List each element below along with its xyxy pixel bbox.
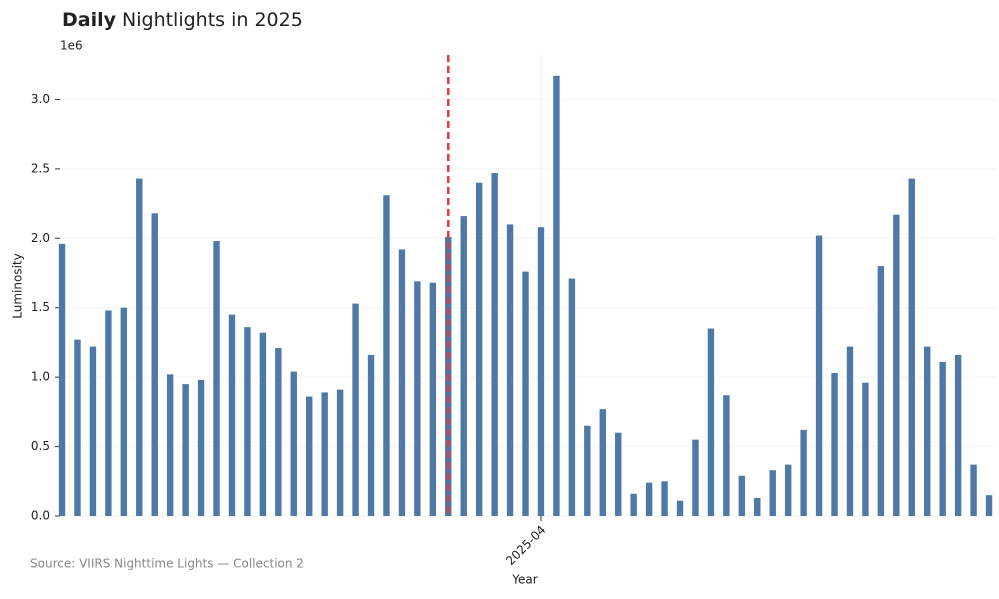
bar xyxy=(522,271,529,516)
bar xyxy=(228,314,236,516)
bar xyxy=(568,278,576,516)
y-tick-label: 2.0 xyxy=(31,231,50,245)
bar xyxy=(120,307,128,516)
bar xyxy=(645,482,653,516)
bar xyxy=(398,249,406,516)
bar xyxy=(908,178,915,516)
bar xyxy=(244,327,251,516)
y-tick-label: 0.5 xyxy=(31,439,50,453)
bar xyxy=(599,409,606,516)
source-note: Source: VIIRS Nighttime Lights — Collect… xyxy=(30,557,304,571)
bar xyxy=(862,382,869,516)
bar xyxy=(939,361,946,516)
bar xyxy=(738,475,746,516)
bar xyxy=(213,241,220,516)
bar xyxy=(846,346,854,516)
bar xyxy=(784,464,792,516)
y-axis-label: Luminosity xyxy=(11,253,25,318)
bar xyxy=(692,439,699,516)
bar xyxy=(290,371,297,516)
bar xyxy=(460,216,467,516)
chart-title: Daily Nightlights in 2025 xyxy=(62,9,303,31)
bar xyxy=(166,374,174,516)
bar xyxy=(475,182,483,516)
bar xyxy=(151,213,158,517)
bar xyxy=(105,310,112,516)
y-tick-label: 3.0 xyxy=(31,92,50,106)
bar xyxy=(707,328,715,516)
bar xyxy=(584,425,591,516)
bar xyxy=(954,354,962,516)
bar xyxy=(383,195,390,517)
bar xyxy=(615,432,622,516)
bar xyxy=(321,392,328,516)
bar xyxy=(89,346,97,516)
bar xyxy=(74,339,81,516)
bar xyxy=(367,354,375,516)
y-tick-label: 1.5 xyxy=(31,300,50,314)
bar xyxy=(985,495,993,516)
bar xyxy=(336,389,344,516)
bar xyxy=(58,243,66,516)
bar xyxy=(506,224,514,516)
bar xyxy=(197,379,205,516)
bar xyxy=(306,396,313,516)
bar xyxy=(754,497,761,516)
bar xyxy=(800,429,807,516)
bar xyxy=(182,384,189,516)
bar xyxy=(429,282,437,516)
bar xyxy=(537,227,545,516)
bar xyxy=(414,281,421,516)
bar xyxy=(630,493,637,516)
title-text: Nightlights in 2025 xyxy=(122,9,303,31)
x-axis-label: Year xyxy=(511,573,537,587)
x-tick-label: 2025-04 xyxy=(503,523,548,568)
bar xyxy=(970,464,977,516)
bar xyxy=(815,235,823,516)
y-scale-label: 1e6 xyxy=(60,39,83,53)
bar xyxy=(769,470,776,516)
title-emphasis: Daily xyxy=(62,9,117,31)
bar xyxy=(676,500,684,516)
y-tick-label: 2.5 xyxy=(31,161,50,175)
bar xyxy=(275,347,282,516)
bar xyxy=(924,346,931,516)
bar xyxy=(136,178,143,516)
bar xyxy=(661,481,668,516)
bar xyxy=(723,395,730,516)
bar xyxy=(352,303,359,516)
bar xyxy=(877,266,885,516)
y-tick-label: 0.0 xyxy=(31,509,50,523)
bar xyxy=(831,372,838,516)
bar xyxy=(893,214,900,517)
bar xyxy=(553,75,560,517)
y-tick-label: 1.0 xyxy=(31,370,50,384)
bar xyxy=(259,332,267,516)
bar xyxy=(491,173,498,517)
